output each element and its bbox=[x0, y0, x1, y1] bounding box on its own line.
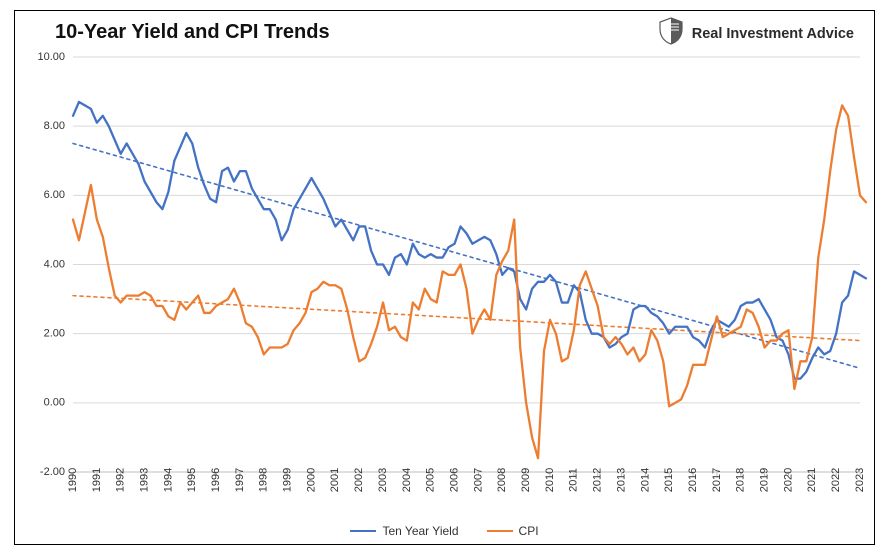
svg-text:1999: 1999 bbox=[282, 468, 294, 492]
svg-text:2013: 2013 bbox=[615, 468, 627, 492]
svg-text:1992: 1992 bbox=[115, 468, 127, 492]
svg-text:2012: 2012 bbox=[592, 468, 604, 492]
svg-text:1991: 1991 bbox=[91, 468, 103, 492]
svg-text:10.00: 10.00 bbox=[37, 51, 65, 63]
legend-label-cpi: CPI bbox=[519, 524, 539, 538]
svg-text:2005: 2005 bbox=[425, 468, 437, 492]
svg-text:1998: 1998 bbox=[258, 468, 270, 492]
svg-text:8.00: 8.00 bbox=[44, 120, 65, 132]
svg-text:1994: 1994 bbox=[162, 468, 174, 492]
brand: Real Investment Advice bbox=[658, 17, 854, 50]
svg-text:1993: 1993 bbox=[138, 468, 150, 492]
svg-text:2020: 2020 bbox=[782, 468, 794, 492]
svg-text:2021: 2021 bbox=[806, 468, 818, 492]
svg-text:0.00: 0.00 bbox=[44, 397, 65, 409]
svg-text:2022: 2022 bbox=[830, 468, 842, 492]
svg-text:2004: 2004 bbox=[401, 468, 413, 492]
svg-text:1996: 1996 bbox=[210, 468, 222, 492]
legend: Ten Year Yield CPI bbox=[15, 524, 874, 538]
svg-text:-2.00: -2.00 bbox=[40, 466, 65, 478]
chart-title: 10-Year Yield and CPI Trends bbox=[55, 21, 330, 44]
svg-text:2014: 2014 bbox=[639, 468, 651, 492]
svg-text:2019: 2019 bbox=[759, 468, 771, 492]
svg-text:2018: 2018 bbox=[735, 468, 747, 492]
svg-text:2008: 2008 bbox=[496, 468, 508, 492]
svg-text:2011: 2011 bbox=[568, 468, 580, 492]
legend-item-cpi: CPI bbox=[487, 524, 539, 538]
svg-text:2000: 2000 bbox=[305, 468, 317, 492]
chart-border: 10-Year Yield and CPI Trends Real Invest… bbox=[14, 10, 875, 545]
svg-text:2.00: 2.00 bbox=[44, 328, 65, 340]
plot-svg: -2.000.002.004.006.008.0010.001990199119… bbox=[73, 57, 860, 472]
legend-label-ten-year-yield: Ten Year Yield bbox=[382, 524, 458, 538]
legend-item-ten-year-yield: Ten Year Yield bbox=[350, 524, 458, 538]
svg-text:2023: 2023 bbox=[854, 468, 866, 492]
svg-text:2007: 2007 bbox=[472, 468, 484, 492]
legend-line-ten-year-yield bbox=[350, 530, 376, 532]
svg-text:1990: 1990 bbox=[67, 468, 79, 492]
plot-area: -2.000.002.004.006.008.0010.001990199119… bbox=[73, 57, 860, 472]
svg-text:2006: 2006 bbox=[448, 468, 460, 492]
svg-text:4.00: 4.00 bbox=[44, 258, 65, 270]
svg-text:2010: 2010 bbox=[544, 468, 556, 492]
legend-line-cpi bbox=[487, 530, 513, 532]
svg-text:1997: 1997 bbox=[234, 468, 246, 492]
svg-text:6.00: 6.00 bbox=[44, 189, 65, 201]
svg-text:2003: 2003 bbox=[377, 468, 389, 492]
svg-text:2017: 2017 bbox=[711, 468, 723, 492]
brand-logo-icon bbox=[658, 17, 684, 50]
svg-text:2001: 2001 bbox=[329, 468, 341, 492]
svg-text:2009: 2009 bbox=[520, 468, 532, 492]
svg-text:2002: 2002 bbox=[353, 468, 365, 492]
svg-text:2015: 2015 bbox=[663, 468, 675, 492]
svg-text:1995: 1995 bbox=[186, 468, 198, 492]
svg-text:2016: 2016 bbox=[687, 468, 699, 492]
brand-text: Real Investment Advice bbox=[692, 26, 854, 42]
chart-frame: 10-Year Yield and CPI Trends Real Invest… bbox=[0, 0, 889, 555]
